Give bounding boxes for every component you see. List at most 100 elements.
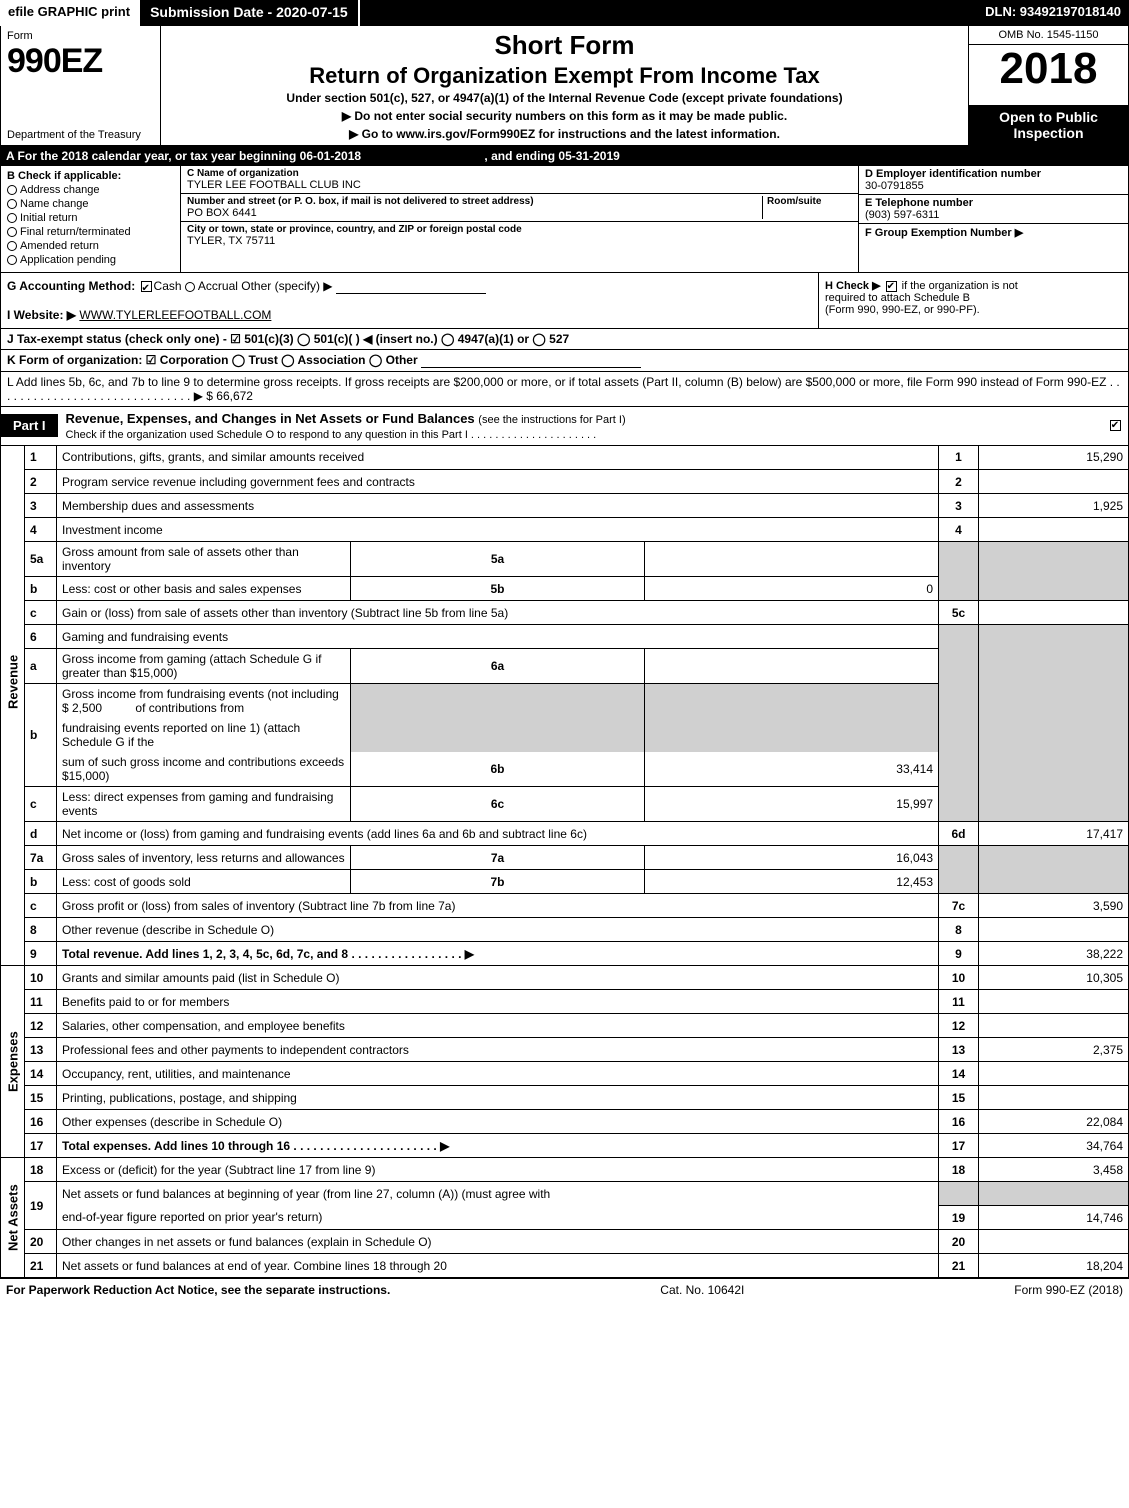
chk-cash[interactable] (141, 281, 152, 292)
phone-label: E Telephone number (865, 197, 1122, 209)
chk-amended-return[interactable]: Amended return (7, 240, 174, 252)
section-k: K Form of organization: ☑ Corporation ◯ … (0, 350, 1129, 372)
line-desc: Printing, publications, postage, and shi… (57, 1086, 939, 1110)
chk-initial-return[interactable]: Initial return (7, 212, 174, 224)
tax-year: 2018 (969, 45, 1128, 93)
chk-address-change[interactable]: Address change (7, 184, 174, 196)
line-num: 10 (25, 966, 57, 990)
line-desc: Gross amount from sale of assets other t… (57, 542, 351, 577)
website-url[interactable]: WWW.TYLERLEEFOOTBALL.COM (79, 308, 271, 322)
page-footer: For Paperwork Reduction Act Notice, see … (0, 1278, 1129, 1301)
other-specify-field[interactable] (336, 280, 486, 294)
phone-value: (903) 597-6311 (865, 209, 1122, 221)
footer-left: For Paperwork Reduction Act Notice, see … (6, 1283, 390, 1297)
line-val (979, 1062, 1129, 1086)
line-num: 19 (25, 1182, 57, 1230)
line-val: 15,290 (979, 446, 1129, 470)
arrow-goto-irs[interactable]: ▶ Go to www.irs.gov/Form990EZ for instru… (169, 127, 960, 141)
footer-right: Form 990-EZ (2018) (1014, 1283, 1123, 1297)
line-num: c (25, 787, 57, 822)
short-form-title: Short Form (169, 30, 960, 61)
info-grid: B Check if applicable: Address change Na… (0, 166, 1129, 273)
line-num: 12 (25, 1014, 57, 1038)
ein-label: D Employer identification number (865, 168, 1122, 180)
city-label: City or town, state or province, country… (187, 224, 852, 235)
line-ref: 16 (939, 1110, 979, 1134)
section-f: F Group Exemption Number ▶ (859, 224, 1128, 241)
line-desc: Total expenses. Add lines 10 through 16 … (57, 1134, 939, 1158)
chk-accrual[interactable] (185, 282, 195, 292)
treasury-label: Department of the Treasury (7, 129, 154, 141)
line-desc: Net assets or fund balances at beginning… (57, 1182, 939, 1206)
line-desc: Less: cost or other basis and sales expe… (57, 577, 351, 601)
under-section: Under section 501(c), 527, or 4947(a)(1)… (169, 91, 960, 105)
other-org-field[interactable] (421, 354, 641, 368)
chk-schedule-b-not-required[interactable] (886, 281, 897, 292)
section-h-line3: (Form 990, 990-EZ, or 990-PF). (825, 304, 980, 316)
side-spacer (1, 918, 25, 966)
line-desc: Gain or (loss) from sale of assets other… (57, 601, 939, 625)
line-num: d (25, 822, 57, 846)
section-a-tax-year: A For the 2018 calendar year, or tax yea… (0, 146, 1129, 166)
gross-receipts-text: L Add lines 5b, 6c, and 7b to line 9 to … (7, 375, 1120, 403)
line-subval: 33,414 (645, 752, 939, 787)
part1-header: Part I Revenue, Expenses, and Changes in… (0, 407, 1129, 446)
line-val: 3,590 (979, 894, 1129, 918)
footer-mid: Cat. No. 10642I (660, 1283, 744, 1297)
form-number: 990EZ (7, 42, 154, 81)
section-j: J Tax-exempt status (check only one) - ☑… (0, 329, 1129, 350)
line-subval (645, 542, 939, 577)
efile-print-label[interactable]: efile GRAPHIC print (0, 0, 138, 26)
line-num: 18 (25, 1158, 57, 1182)
line-num: 15 (25, 1086, 57, 1110)
line-desc: Contributions, gifts, grants, and simila… (57, 446, 939, 470)
line-ref: 5c (939, 601, 979, 625)
line-desc: Grants and similar amounts paid (list in… (57, 966, 939, 990)
line-subref: 6c (351, 787, 645, 822)
section-d: D Employer identification number 30-0791… (859, 166, 1128, 195)
arrow-no-ssn: ▶ Do not enter social security numbers o… (169, 109, 960, 123)
open-public-badge: Open to Public Inspection (969, 105, 1128, 145)
line-ref: 17 (939, 1134, 979, 1158)
row-g-h: G Accounting Method: Cash Accrual Other … (0, 273, 1129, 329)
line-num: 17 (25, 1134, 57, 1158)
form-header: Form 990EZ Department of the Treasury Sh… (0, 26, 1129, 146)
chk-application-pending[interactable]: Application pending (7, 254, 174, 266)
line-num: b (25, 684, 57, 787)
line-val (979, 1086, 1129, 1110)
chk-name-change[interactable]: Name change (7, 198, 174, 210)
grey-cell (979, 846, 1129, 894)
return-title: Return of Organization Exempt From Incom… (169, 63, 960, 89)
website-label: I Website: ▶ (7, 308, 76, 322)
form-label: Form (7, 30, 154, 42)
line-desc: Net assets or fund balances at end of ye… (57, 1254, 939, 1278)
section-c: C Name of organization TYLER LEE FOOTBAL… (181, 166, 858, 272)
line-subval: 16,043 (645, 846, 939, 870)
section-h-line2: required to attach Schedule B (825, 292, 970, 304)
section-h: H Check ▶ if the organization is not req… (818, 273, 1128, 328)
line-num: 21 (25, 1254, 57, 1278)
grey-cell (939, 625, 979, 822)
line-ref: 3 (939, 494, 979, 518)
line-subref: 7b (351, 870, 645, 894)
line-ref: 11 (939, 990, 979, 1014)
ein-value: 30-0791855 (865, 180, 1122, 192)
line-ref: 1 (939, 446, 979, 470)
grey-cell (351, 684, 645, 753)
city-value: TYLER, TX 75711 (187, 235, 852, 247)
chk-final-return[interactable]: Final return/terminated (7, 226, 174, 238)
top-bar: efile GRAPHIC print Submission Date - 20… (0, 0, 1129, 26)
org-name-label: C Name of organization (187, 168, 852, 179)
line-num: 1 (25, 446, 57, 470)
line-num: c (25, 894, 57, 918)
tax-exempt-status: J Tax-exempt status (check only one) - ☑… (7, 332, 569, 346)
line-desc: Program service revenue including govern… (57, 470, 939, 494)
line-desc: Total revenue. Add lines 1, 2, 3, 4, 5c,… (57, 942, 939, 966)
line-ref: 19 (939, 1206, 979, 1230)
org-name-cell: C Name of organization TYLER LEE FOOTBAL… (181, 166, 858, 194)
part1-schedule-o-checkbox[interactable] (1102, 420, 1128, 432)
room-label: Room/suite (767, 196, 852, 207)
line-desc: Gross income from fundraising events (no… (57, 684, 351, 719)
section-e: E Telephone number (903) 597-6311 (859, 195, 1128, 224)
line-num: 9 (25, 942, 57, 966)
